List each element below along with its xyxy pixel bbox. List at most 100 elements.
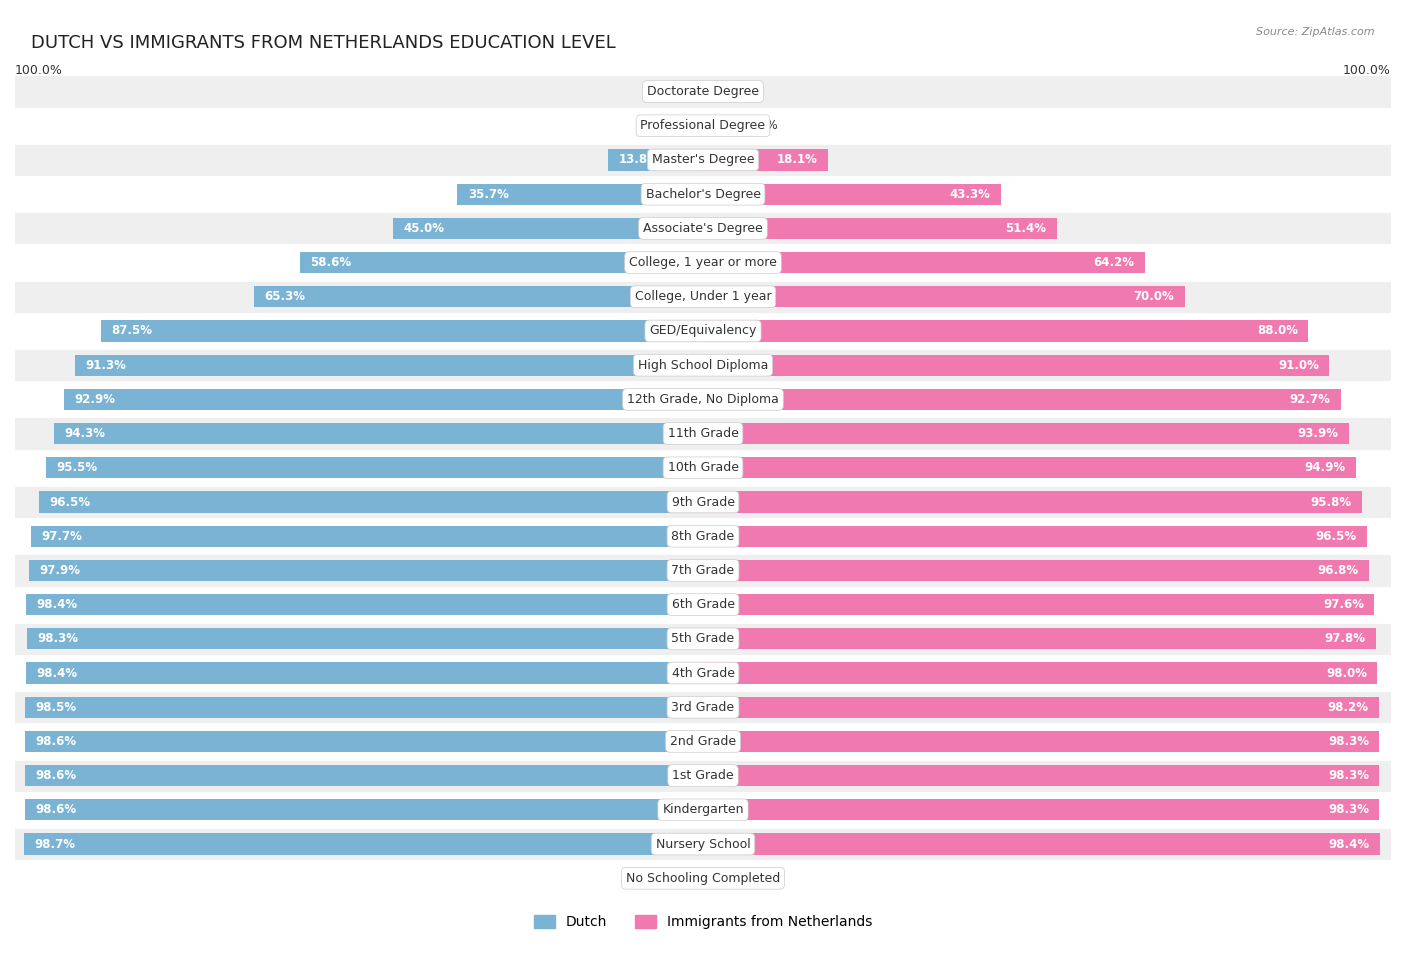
- Text: 98.0%: 98.0%: [1326, 667, 1367, 680]
- Text: 9th Grade: 9th Grade: [672, 495, 734, 509]
- Text: 7th Grade: 7th Grade: [672, 564, 734, 577]
- Text: 2nd Grade: 2nd Grade: [669, 735, 737, 748]
- Bar: [703, 868, 714, 889]
- Text: Nursery School: Nursery School: [655, 838, 751, 850]
- Bar: [15, 450, 1391, 485]
- Text: 13.8%: 13.8%: [619, 153, 659, 167]
- Bar: [101, 321, 703, 341]
- Text: 64.2%: 64.2%: [1094, 256, 1135, 269]
- Legend: Dutch, Immigrants from Netherlands: Dutch, Immigrants from Netherlands: [529, 910, 877, 935]
- Text: 6th Grade: 6th Grade: [672, 598, 734, 611]
- Bar: [30, 560, 703, 581]
- Text: 96.5%: 96.5%: [49, 495, 90, 509]
- Text: 98.7%: 98.7%: [34, 838, 76, 850]
- Bar: [15, 314, 1391, 348]
- Text: Bachelor's Degree: Bachelor's Degree: [645, 187, 761, 201]
- Bar: [25, 662, 703, 683]
- Text: 97.7%: 97.7%: [41, 529, 82, 543]
- Text: 35.7%: 35.7%: [468, 187, 509, 201]
- Bar: [703, 355, 1329, 375]
- Text: 18.1%: 18.1%: [776, 153, 817, 167]
- Bar: [15, 861, 1391, 895]
- Bar: [703, 800, 1379, 820]
- Text: Master's Degree: Master's Degree: [652, 153, 754, 167]
- Bar: [703, 423, 1348, 445]
- Bar: [703, 252, 1144, 273]
- Bar: [15, 348, 1391, 382]
- Text: 10th Grade: 10th Grade: [668, 461, 738, 474]
- Bar: [15, 588, 1391, 622]
- Bar: [693, 868, 703, 889]
- Text: 100.0%: 100.0%: [1343, 63, 1391, 76]
- Bar: [703, 457, 1355, 479]
- Bar: [394, 217, 703, 239]
- Bar: [15, 280, 1391, 314]
- Text: 11th Grade: 11th Grade: [668, 427, 738, 440]
- Bar: [63, 389, 703, 410]
- Text: 98.4%: 98.4%: [1329, 838, 1369, 850]
- Bar: [703, 594, 1375, 615]
- Text: 58.6%: 58.6%: [311, 256, 352, 269]
- Bar: [55, 423, 703, 445]
- Text: 98.3%: 98.3%: [37, 633, 77, 645]
- Text: 2.5%: 2.5%: [725, 85, 755, 98]
- Text: 97.9%: 97.9%: [39, 564, 80, 577]
- Bar: [25, 800, 703, 820]
- Bar: [15, 519, 1391, 553]
- Text: High School Diploma: High School Diploma: [638, 359, 768, 371]
- Text: 65.3%: 65.3%: [264, 291, 305, 303]
- Bar: [457, 183, 703, 205]
- Bar: [15, 108, 1391, 143]
- Bar: [703, 662, 1378, 683]
- Text: Doctorate Degree: Doctorate Degree: [647, 85, 759, 98]
- Bar: [253, 287, 703, 307]
- Bar: [703, 81, 720, 102]
- Bar: [15, 656, 1391, 690]
- Text: 98.2%: 98.2%: [1327, 701, 1368, 714]
- Text: 94.3%: 94.3%: [65, 427, 105, 440]
- Bar: [703, 560, 1369, 581]
- Text: 88.0%: 88.0%: [1257, 325, 1298, 337]
- Text: 96.5%: 96.5%: [1316, 529, 1357, 543]
- Bar: [25, 594, 703, 615]
- Bar: [15, 212, 1391, 246]
- Bar: [25, 765, 703, 786]
- Text: 70.0%: 70.0%: [1133, 291, 1174, 303]
- Bar: [15, 485, 1391, 519]
- Text: 98.6%: 98.6%: [35, 769, 76, 782]
- Text: 1.4%: 1.4%: [658, 872, 688, 884]
- Bar: [703, 765, 1379, 786]
- Text: 8th Grade: 8th Grade: [672, 529, 734, 543]
- Bar: [15, 416, 1391, 450]
- Text: 1st Grade: 1st Grade: [672, 769, 734, 782]
- Bar: [39, 491, 703, 513]
- Bar: [15, 724, 1391, 759]
- Bar: [15, 382, 1391, 416]
- Text: College, Under 1 year: College, Under 1 year: [634, 291, 772, 303]
- Text: Professional Degree: Professional Degree: [641, 119, 765, 133]
- Text: Kindergarten: Kindergarten: [662, 803, 744, 816]
- Text: 94.9%: 94.9%: [1305, 461, 1346, 474]
- Text: 91.3%: 91.3%: [86, 359, 127, 371]
- Bar: [675, 115, 703, 137]
- Text: 92.9%: 92.9%: [75, 393, 115, 406]
- Bar: [703, 628, 1376, 649]
- Text: 98.4%: 98.4%: [37, 667, 77, 680]
- Bar: [703, 526, 1367, 547]
- Text: 4th Grade: 4th Grade: [672, 667, 734, 680]
- Bar: [703, 217, 1057, 239]
- Bar: [703, 491, 1362, 513]
- Text: 3rd Grade: 3rd Grade: [672, 701, 734, 714]
- Bar: [15, 553, 1391, 588]
- Text: 97.6%: 97.6%: [1323, 598, 1364, 611]
- Text: 96.8%: 96.8%: [1317, 564, 1358, 577]
- Bar: [703, 321, 1309, 341]
- Text: 95.8%: 95.8%: [1310, 495, 1351, 509]
- Bar: [31, 526, 703, 547]
- Text: 1.7%: 1.7%: [720, 872, 749, 884]
- Bar: [15, 827, 1391, 861]
- Bar: [27, 628, 703, 649]
- Bar: [703, 389, 1341, 410]
- Text: 95.5%: 95.5%: [56, 461, 97, 474]
- Bar: [15, 759, 1391, 793]
